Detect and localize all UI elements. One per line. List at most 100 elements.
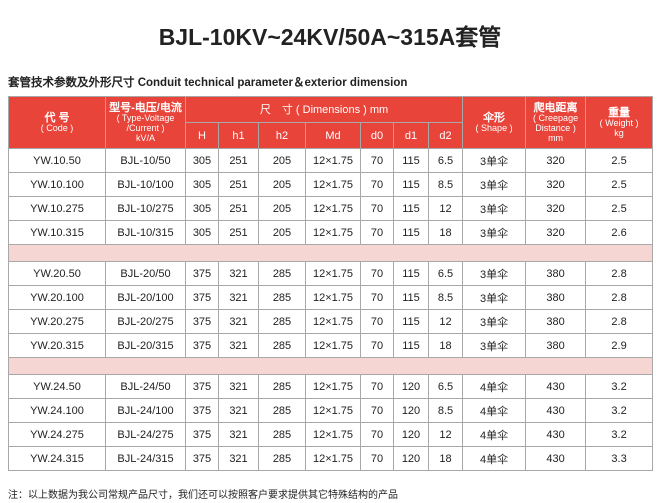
table-cell: 3.2	[585, 374, 654, 399]
table-cell: 18	[427, 220, 464, 245]
table-cell: 285	[258, 398, 306, 423]
table-row: YW.10.50 BJL-10/50 305 251 205 12×1.75 70 115 6.…	[8, 148, 654, 173]
table-cell: 3.3	[585, 446, 654, 471]
header-cell: 伞形( Shape )	[462, 96, 527, 149]
table-cell: 12×1.75	[305, 220, 361, 245]
table-cell: 12×1.75	[305, 422, 361, 447]
table-cell: 321	[218, 309, 259, 334]
table-cell: 115	[393, 196, 429, 221]
subtitle: 套管技术参数及外形尺寸 Conduit technical parameter＆…	[8, 77, 408, 89]
table-cell: BJL-10/315	[105, 220, 186, 245]
table-cell: 285	[258, 285, 306, 310]
table-cell: 380	[525, 309, 587, 334]
table-cell: 3.2	[585, 422, 654, 447]
table-cell: 321	[218, 261, 259, 286]
table-cell: YW.20.275	[8, 309, 106, 334]
table-cell: YW.20.50	[8, 261, 106, 286]
table-cell: 205	[258, 220, 306, 245]
table-cell: 12×1.75	[305, 285, 361, 310]
table-cell: 115	[393, 220, 429, 245]
table-cell: 6.5	[427, 261, 464, 286]
table-cell: 2.5	[585, 196, 654, 221]
table-cell: 4单伞	[462, 446, 527, 471]
table-cell: 375	[185, 285, 219, 310]
table-cell: 70	[360, 398, 394, 423]
table-cell: 2.6	[585, 220, 654, 245]
table-cell: 3单伞	[462, 333, 527, 358]
table-cell: 305	[185, 148, 219, 173]
table-cell: 321	[218, 422, 259, 447]
header-cell: h1	[218, 122, 259, 149]
table-cell: 205	[258, 148, 306, 173]
header-line: /Current )	[126, 122, 165, 133]
table-cell: 115	[393, 172, 429, 197]
table-cell: 3单伞	[462, 196, 527, 221]
table-cell: YW.10.50	[8, 148, 106, 173]
table-cell: 380	[525, 333, 587, 358]
header-line: kV/A	[135, 132, 155, 143]
table-cell: 321	[218, 398, 259, 423]
header-cell: 代 号( Code )	[8, 96, 106, 149]
table-cell: 3单伞	[462, 285, 527, 310]
table-row: YW.24.100 BJL-24/100 375 321 285 12×1.75 70 120…	[8, 398, 654, 423]
table-cell: 120	[393, 422, 429, 447]
table-cell: 375	[185, 374, 219, 399]
table-cell: 251	[218, 220, 259, 245]
table-cell: 305	[185, 172, 219, 197]
header-line: mm	[548, 132, 564, 143]
table-cell: 115	[393, 309, 429, 334]
table-cell: 6.5	[427, 374, 464, 399]
table-cell: 12	[427, 309, 464, 334]
table-cell: 375	[185, 422, 219, 447]
table-cell: 18	[427, 446, 464, 471]
header-line: kg	[614, 127, 624, 138]
table-cell: 2.5	[585, 148, 654, 173]
table-cell: 12×1.75	[305, 398, 361, 423]
table-cell: 70	[360, 148, 394, 173]
table-row: YW.10.100 BJL-10/100 305 251 205 12×1.75 70 115…	[8, 172, 654, 197]
table-cell: 321	[218, 374, 259, 399]
table-cell: BJL-24/100	[105, 398, 186, 423]
table-cell: 70	[360, 261, 394, 286]
header-cell: 尺 寸 ( Dimensions ) mm	[184, 96, 464, 123]
header-line: 重量	[608, 106, 631, 119]
table-cell: YW.20.315	[8, 333, 106, 358]
table-cell: 285	[258, 309, 306, 334]
table-cell: 12	[427, 196, 464, 221]
table-cell: 3单伞	[462, 172, 527, 197]
separator-row	[7, 357, 654, 375]
table-cell: BJL-20/275	[105, 309, 186, 334]
header-line: ( Weight )	[599, 117, 639, 128]
table-cell: 205	[258, 172, 306, 197]
table-cell: 12×1.75	[305, 374, 361, 399]
table-cell: YW.10.315	[8, 220, 106, 245]
table-cell: 3单伞	[462, 148, 527, 173]
table-row: YW.24.275 BJL-24/275 375 321 285 12×1.75 70 120…	[8, 422, 654, 447]
table-cell: BJL-10/100	[105, 172, 186, 197]
table-cell: 2.9	[585, 333, 654, 358]
table-cell: YW.24.315	[8, 446, 106, 471]
table-cell: YW.10.275	[8, 196, 106, 221]
table-cell: 12	[427, 422, 464, 447]
header-line: ( Code )	[40, 122, 74, 133]
table-cell: 380	[525, 285, 587, 310]
header-line: ( Creepage	[533, 112, 579, 123]
table-cell: 4单伞	[462, 422, 527, 447]
table-cell: YW.24.275	[8, 422, 106, 447]
table-cell: 70	[360, 374, 394, 399]
table-cell: 430	[525, 422, 587, 447]
table-cell: 12×1.75	[305, 333, 361, 358]
table-cell: YW.10.100	[8, 172, 106, 197]
table-cell: 12×1.75	[305, 172, 361, 197]
table-cell: 285	[258, 333, 306, 358]
header-cell: d2	[427, 122, 464, 149]
table-cell: 285	[258, 261, 306, 286]
table-row: YW.20.50 BJL-20/50 375 321 285 12×1.75 70 115 6.…	[8, 261, 654, 286]
title: BJL-10KV~24KV/50A~315A套管	[158, 24, 502, 50]
table-cell: 320	[525, 172, 587, 197]
header-cell: 爬电距离( Creepage Distance ) mm	[525, 96, 587, 149]
separator-cell	[7, 244, 654, 262]
separator-cell	[7, 357, 654, 375]
header-line: 代 号	[44, 111, 70, 124]
table-cell: 115	[393, 148, 429, 173]
